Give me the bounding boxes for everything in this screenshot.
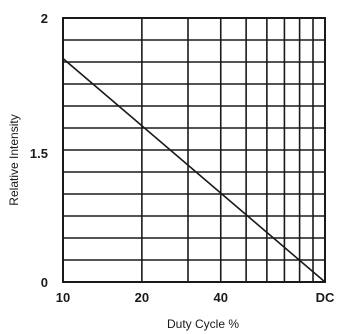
plot-frame bbox=[62, 17, 326, 283]
y-tick-label: 1.5 bbox=[30, 146, 48, 161]
y-tick-label: 2 bbox=[41, 11, 48, 26]
y-tick-labels: 01.52 bbox=[30, 11, 48, 290]
x-tick-label: 10 bbox=[56, 290, 70, 305]
x-tick-label: DC bbox=[316, 290, 335, 305]
x-axis-title: Duty Cycle % bbox=[167, 317, 239, 331]
y-axis-title: Relative Intensity bbox=[7, 114, 21, 205]
x-tick-labels: 10 20 40 DC bbox=[56, 290, 335, 305]
horizontal-gridlines bbox=[63, 39, 325, 261]
x-tick-label: 40 bbox=[214, 290, 228, 305]
series-layer bbox=[62, 57, 326, 283]
series-line bbox=[62, 57, 326, 283]
y-tick-label: 0 bbox=[41, 275, 48, 290]
x-tick-label: 20 bbox=[135, 290, 149, 305]
